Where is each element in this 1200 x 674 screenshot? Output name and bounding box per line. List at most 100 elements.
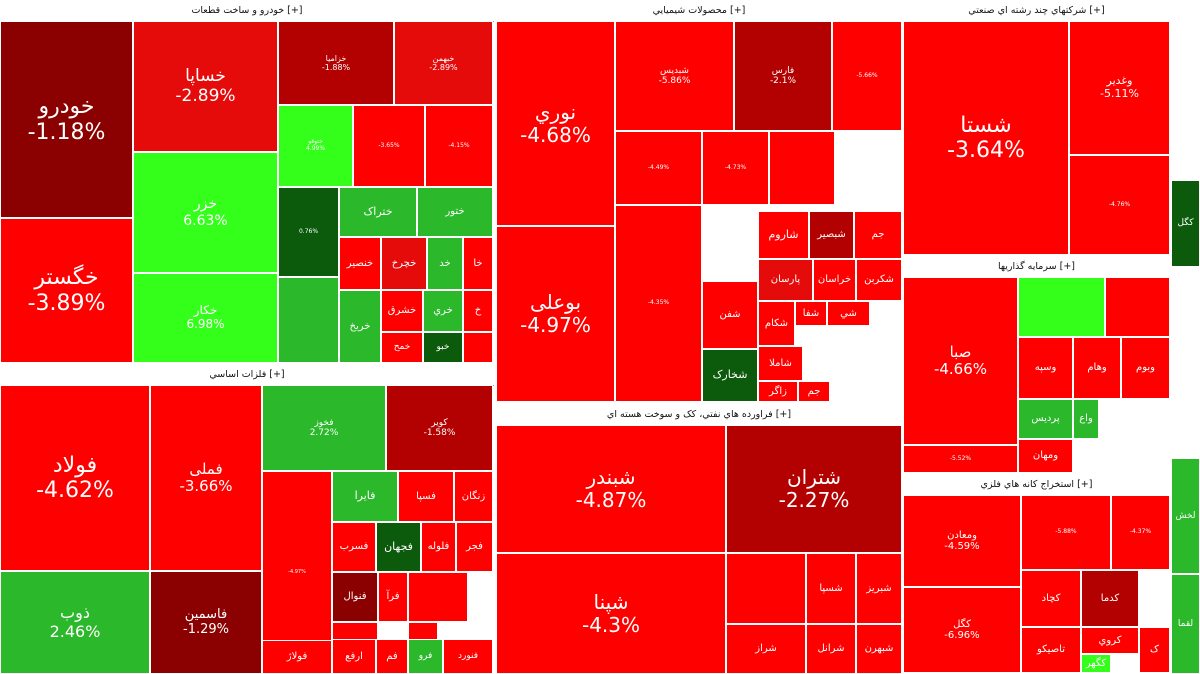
stock-tile[interactable]: فنوال (332, 572, 378, 622)
stock-tile[interactable]: خا (463, 237, 493, 290)
stock-tile[interactable]: شتران -2.27% (726, 425, 902, 553)
stock-tile[interactable]: فارس -2.1% (734, 21, 832, 131)
stock-tile[interactable]: شفا (795, 301, 827, 326)
stock-tile[interactable]: فاسمین -1.29% (150, 571, 262, 674)
stock-tile[interactable]: فولاژ (262, 640, 332, 674)
stock-tile[interactable] (408, 572, 468, 622)
stock-tile[interactable]: فلوله (421, 522, 456, 572)
stock-tile[interactable]: جم (798, 381, 830, 402)
stock-tile[interactable]: کچاد (1021, 570, 1081, 627)
stock-tile[interactable]: ومعادن -4.59% (903, 495, 1021, 587)
stock-tile[interactable]: خ (463, 290, 493, 332)
stock-tile[interactable]: خنصير (339, 237, 381, 290)
stock-tile[interactable]: واع (1073, 399, 1099, 439)
stock-tile[interactable]: فم (376, 639, 408, 674)
stock-tile[interactable]: فسرب (332, 522, 376, 572)
stock-tile[interactable]: پردیس (1018, 399, 1073, 439)
stock-tile[interactable] (1105, 277, 1170, 337)
stock-tile[interactable] (463, 332, 493, 363)
stock-tile[interactable]: وسپه (1018, 337, 1073, 399)
sector-header[interactable]: استخراج کانه هاي فلزي [+] (903, 474, 1170, 496)
stock-tile[interactable]: فجهان (376, 522, 421, 572)
stock-tile[interactable]: صبا -4.66% (903, 277, 1018, 445)
stock-tile[interactable]: جم (854, 211, 902, 259)
stock-tile[interactable]: خمح (381, 332, 423, 363)
stock-tile[interactable]: زاگر (758, 381, 798, 402)
stock-tile[interactable]: کروي (1081, 627, 1139, 654)
stock-tile[interactable]: خریخ (339, 290, 381, 363)
stock-tile[interactable]: فولاد -4.62% (0, 385, 150, 571)
stock-tile[interactable]: ختور (417, 187, 493, 237)
stock-tile[interactable]: ک (1139, 627, 1170, 673)
stock-tile[interactable]: کگل (1171, 180, 1200, 267)
stock-tile[interactable]: بوعلی -4.97% (496, 226, 615, 402)
stock-tile[interactable]: شکام (758, 301, 795, 346)
stock-tile[interactable]: -5.52% (903, 445, 1018, 473)
stock-tile[interactable]: شاروم (758, 211, 809, 259)
stock-tile[interactable]: ذوب 2.46% (0, 571, 150, 674)
stock-tile[interactable]: شستا -3.64% (903, 21, 1069, 255)
sector-header[interactable]: شرکتهاي چند رشته اي صنعتي [+] (903, 0, 1170, 22)
sector-header[interactable]: فراورده هاي نفتي، کک و سوخت هسته اي [+] (496, 404, 902, 426)
stock-tile[interactable]: وهام (1073, 337, 1121, 399)
sector-header[interactable]: محصولات شيميايي [+] (496, 0, 902, 22)
stock-tile[interactable]: -5.66% (832, 21, 902, 131)
stock-tile[interactable]: شخارک (702, 349, 758, 402)
stock-tile[interactable]: شبندر -4.87% (496, 425, 726, 553)
stock-tile[interactable]: شبدیس -5.86% (615, 21, 734, 131)
stock-tile[interactable]: وغدير -5.11% (1069, 21, 1170, 155)
stock-tile[interactable]: فجر (456, 522, 493, 572)
stock-tile[interactable]: خزر 6.63% (133, 152, 278, 273)
stock-tile[interactable]: ارفع (332, 639, 376, 674)
stock-tile[interactable] (769, 131, 835, 205)
stock-tile[interactable]: خري (423, 290, 463, 332)
stock-tile[interactable]: فنورد (443, 639, 493, 674)
stock-tile[interactable]: شسپا (806, 553, 856, 624)
stock-tile[interactable]: ختراک (339, 187, 417, 237)
stock-tile[interactable]: خد (427, 237, 463, 290)
stock-tile[interactable]: شرانل (806, 624, 856, 674)
stock-tile[interactable]: شي (827, 301, 870, 326)
stock-tile[interactable]: خشرق (381, 290, 423, 332)
stock-tile[interactable]: کویر -1.58% (386, 385, 493, 471)
sector-header[interactable]: فلزات اساسي [+] (0, 364, 494, 386)
stock-tile[interactable]: شبریز (856, 553, 902, 624)
stock-tile[interactable]: ختوقو 4.99% (278, 105, 353, 187)
stock-tile[interactable]: وبوم (1121, 337, 1170, 399)
stock-tile[interactable]: شپنا -4.3% (496, 553, 726, 674)
stock-tile[interactable]: شفن (702, 281, 758, 349)
stock-tile[interactable]: -3.65% (353, 105, 425, 187)
stock-tile[interactable]: لقما (1171, 574, 1200, 674)
stock-tile[interactable]: فملی -3.66% (150, 385, 262, 571)
stock-tile[interactable]: فرآ (378, 572, 408, 622)
stock-tile[interactable]: خساپا -2.89% (133, 21, 278, 152)
stock-tile[interactable]: -4.35% (615, 205, 702, 402)
stock-tile[interactable]: شبصير (809, 211, 854, 259)
stock-tile[interactable]: زنگان (454, 471, 493, 522)
stock-tile[interactable]: شاملا (758, 346, 803, 381)
stock-tile[interactable]: خگستر -3.89% (0, 218, 133, 363)
stock-tile[interactable]: خزامیا -1.88% (278, 21, 394, 105)
stock-tile[interactable]: تاصیکو (1021, 627, 1081, 673)
stock-tile[interactable]: -4.76% (1069, 155, 1170, 255)
stock-tile[interactable]: فرو (408, 639, 443, 674)
stock-tile[interactable]: -4.15% (425, 105, 493, 187)
stock-tile[interactable]: فایرا (332, 471, 398, 522)
stock-tile[interactable]: -4.73% (702, 131, 769, 205)
stock-tile[interactable]: کگهر (1081, 654, 1111, 673)
sector-header[interactable]: خودرو و ساخت قطعات [+] (0, 0, 494, 22)
stock-tile[interactable]: کدما (1081, 570, 1139, 627)
stock-tile[interactable]: -4.49% (615, 131, 702, 205)
stock-tile[interactable]: فسپا (398, 471, 454, 522)
stock-tile[interactable] (278, 277, 339, 363)
stock-tile[interactable]: ومهان (1018, 439, 1073, 473)
stock-tile[interactable]: خبو (423, 332, 463, 363)
stock-tile[interactable] (726, 553, 806, 624)
stock-tile[interactable]: شراز (726, 624, 806, 674)
stock-tile[interactable]: -5.88% (1021, 495, 1111, 570)
stock-tile[interactable]: پارسان (758, 259, 813, 301)
stock-tile[interactable]: شبهرن (856, 624, 902, 674)
stock-tile[interactable]: خبهمن -2.89% (394, 21, 493, 105)
stock-tile[interactable]: خکار 6.98% (133, 273, 278, 363)
stock-tile[interactable]: لخش (1171, 458, 1200, 574)
